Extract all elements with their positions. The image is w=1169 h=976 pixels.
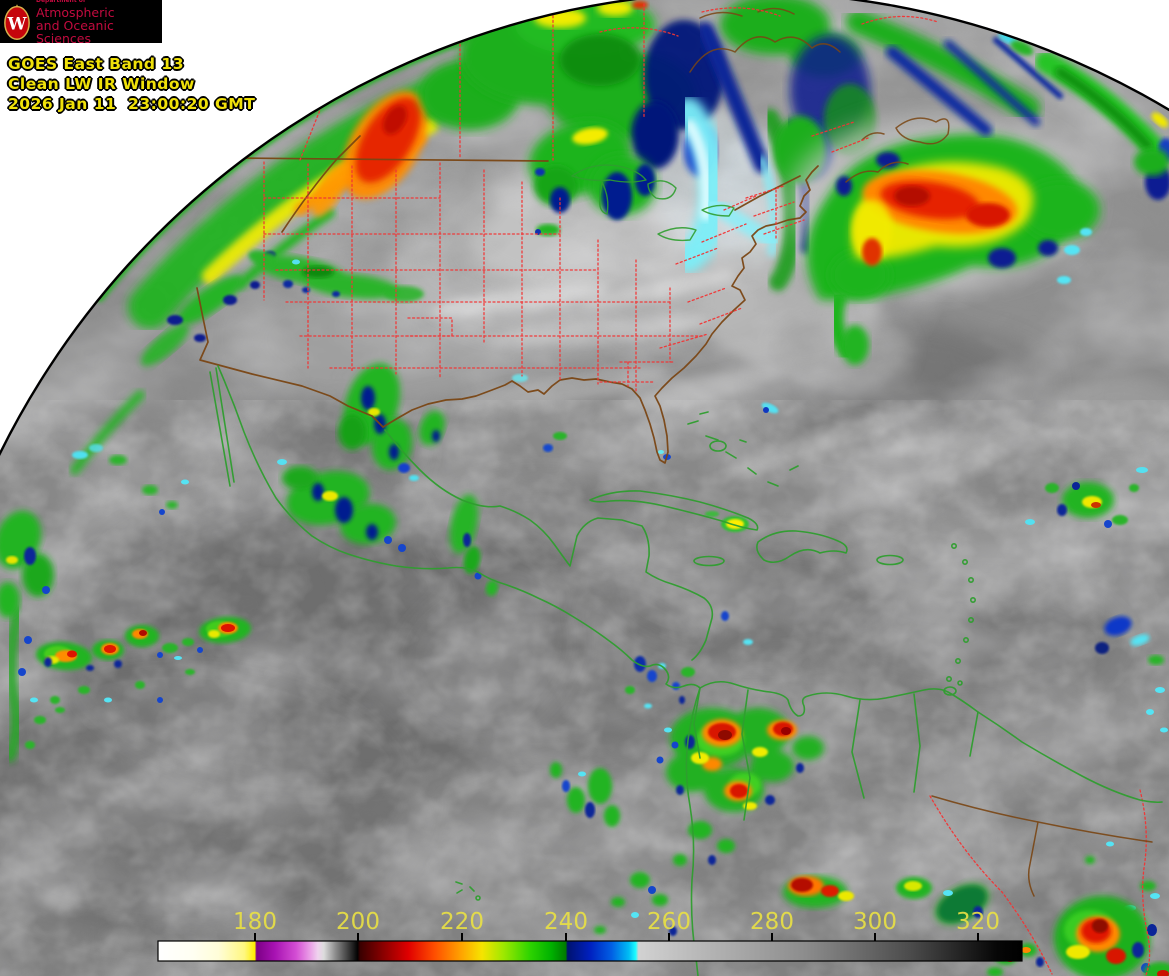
colorbar-ticks <box>254 933 979 941</box>
logo-department-of: Department of <box>36 0 86 4</box>
colorbar-tick-label: 220 <box>440 909 484 935</box>
latin-america-coastline <box>209 365 1163 976</box>
colorbar-tick-label: 280 <box>750 909 794 935</box>
colorbar-gradient-bar <box>157 940 1023 962</box>
colorbar-tick-label: 180 <box>233 909 277 935</box>
great-lakes-outline <box>571 164 735 242</box>
svg-text:W: W <box>7 13 28 33</box>
annotation-timestamp: 2026 Jan 11 23:00:20 GMT <box>8 95 256 113</box>
colorbar-tick-label: 200 <box>336 909 380 935</box>
colorbar-tick-label: 260 <box>647 909 691 935</box>
colorbar-labels: 180 200 220 240 260 280 300 320 <box>233 909 1000 935</box>
state-borders <box>263 1 1151 976</box>
colorbar: 180 200 220 240 260 280 300 320 <box>157 909 1023 962</box>
annotation-channel-name: Clean LW IR Window <box>8 75 195 93</box>
image-annotation: GOES East Band 13 Clean LW IR Window 202… <box>8 54 255 114</box>
uw-aos-logo-text: Department of Atmospheric and Oceanic Sc… <box>36 0 162 45</box>
us-coastline <box>196 135 819 464</box>
south-america-borders <box>931 795 1153 897</box>
colorbar-tick-label: 240 <box>544 909 588 935</box>
logo-line-atmospheric: Atmospheric <box>36 5 115 20</box>
logo-line-oceanic: and Oceanic Sciences <box>36 18 114 46</box>
uw-crest-icon: W <box>4 3 30 40</box>
map-boundaries <box>196 1 1163 976</box>
colorbar-tick-label: 320 <box>956 909 1000 935</box>
canada-coastline <box>689 7 950 183</box>
uw-aos-logo-banner: W Department of Atmospheric and Oceanic … <box>0 0 162 45</box>
annotation-satellite-band: GOES East Band 13 <box>8 55 184 73</box>
colorbar-tick-label: 300 <box>853 909 897 935</box>
lesser-antilles-dots <box>945 542 976 682</box>
